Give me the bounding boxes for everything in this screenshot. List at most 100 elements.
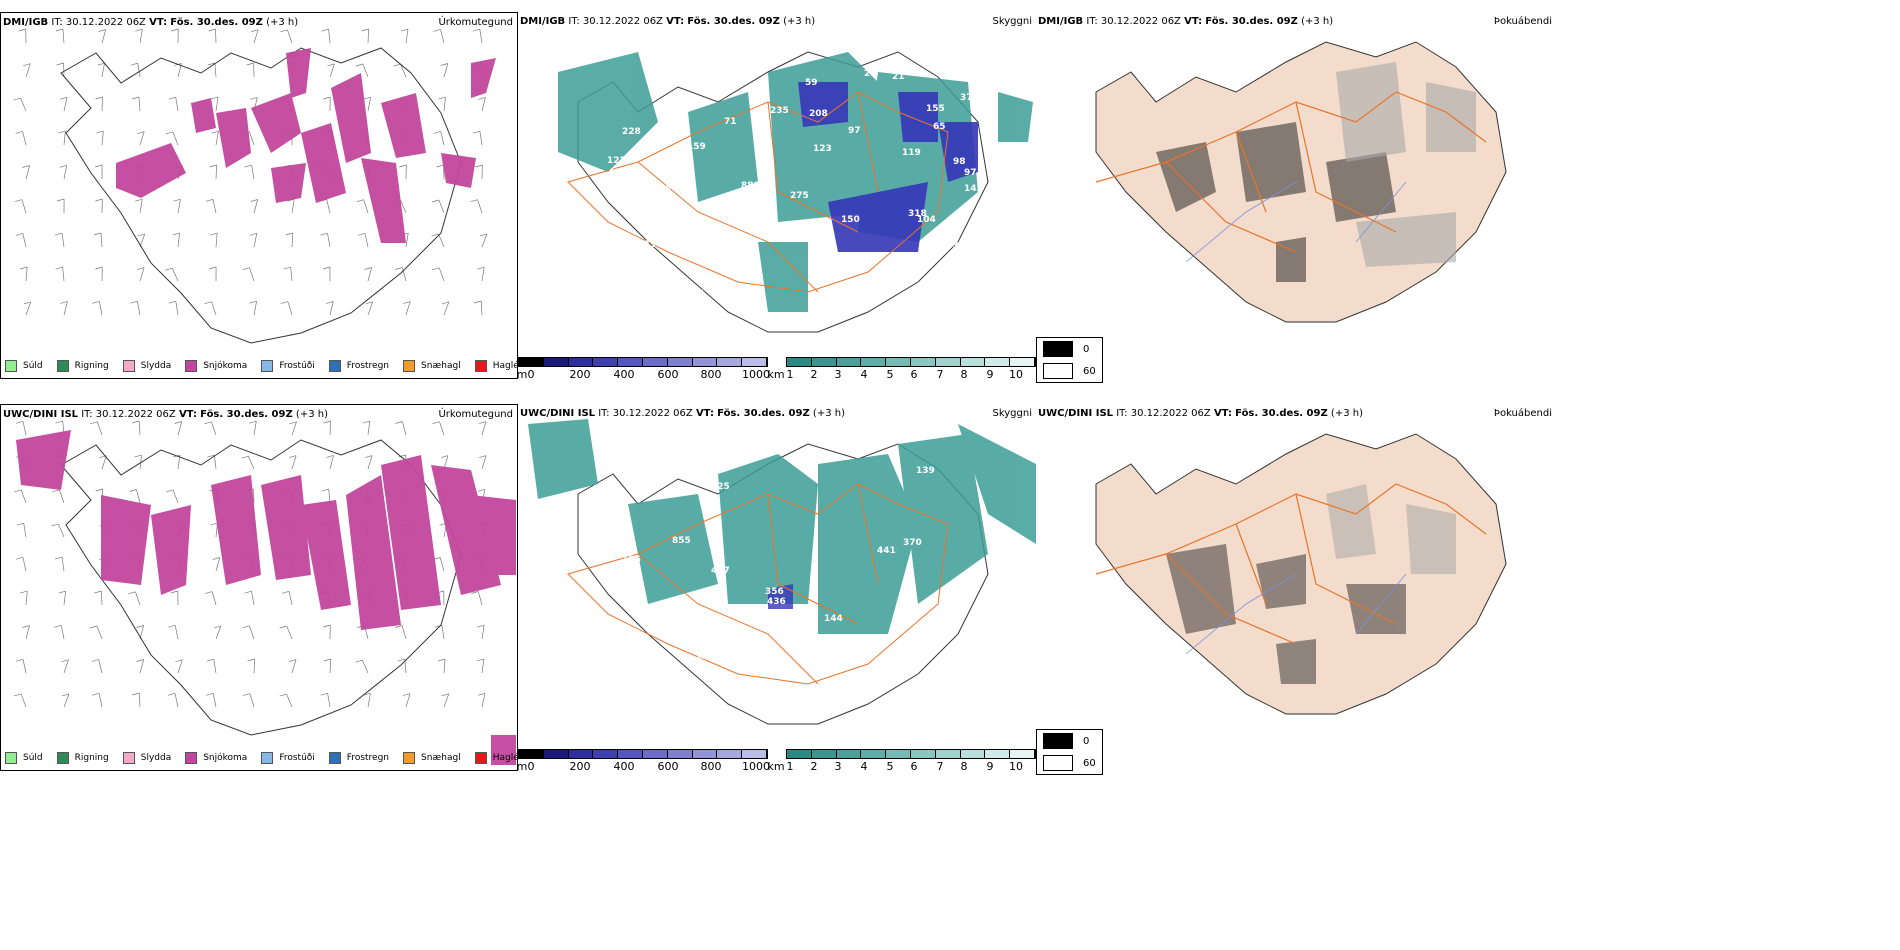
height-label: 97 bbox=[659, 185, 672, 195]
wind-barb-flag bbox=[89, 625, 97, 629]
legend-item: Súld bbox=[5, 360, 43, 372]
fog-key-top: 0 60 bbox=[1036, 337, 1103, 383]
wind-barb-flag bbox=[168, 96, 176, 100]
wind-barb bbox=[177, 199, 181, 214]
wind-barb bbox=[96, 421, 103, 436]
wind-barb bbox=[291, 455, 297, 470]
wind-barb-flag bbox=[129, 489, 137, 492]
wind-barb bbox=[249, 693, 255, 708]
cbar-tick: 800 bbox=[700, 368, 722, 381]
panel-type-label: Skyggni bbox=[992, 16, 1032, 27]
legend-item: Rigning bbox=[56, 752, 109, 764]
wind-barb-flag bbox=[51, 523, 59, 527]
wind-barb bbox=[139, 659, 145, 674]
wind-barb bbox=[440, 29, 445, 44]
wind-barb-flag bbox=[54, 232, 63, 236]
wind-barb-flag bbox=[209, 266, 217, 270]
legend-swatch bbox=[328, 752, 341, 764]
wind-barb-flag bbox=[95, 96, 103, 100]
height-label: 144 bbox=[824, 614, 843, 624]
legend-item: Slydda bbox=[122, 752, 171, 764]
wind-barb-flag bbox=[475, 164, 483, 168]
wind-barb-flag bbox=[357, 232, 366, 236]
cbar-tick: 1000 bbox=[742, 760, 770, 773]
wind-barb-flag bbox=[55, 420, 63, 424]
wind-barb bbox=[249, 267, 255, 282]
wind-barb bbox=[291, 232, 294, 248]
wind-barb bbox=[367, 421, 371, 436]
wind-barb bbox=[251, 591, 255, 606]
wind-barb bbox=[253, 233, 258, 248]
wind-barb-flag bbox=[13, 693, 22, 697]
cbar-tick: 4 bbox=[860, 760, 868, 773]
wind-barb-flag bbox=[431, 199, 439, 203]
wind-barb bbox=[443, 301, 450, 316]
wind-barb-flag bbox=[355, 659, 363, 663]
wind-barb bbox=[139, 29, 143, 44]
wind-barb bbox=[402, 421, 407, 436]
wind-barb-flag bbox=[395, 625, 403, 628]
wind-barb-flag bbox=[171, 28, 179, 32]
wind-barb bbox=[22, 131, 27, 146]
wind-barb-flag bbox=[326, 301, 334, 304]
height-label: 118 bbox=[840, 293, 859, 303]
height-label: 275 bbox=[821, 291, 840, 301]
wind-barb-flag bbox=[14, 199, 22, 202]
wind-barb bbox=[63, 165, 68, 180]
wind-barb bbox=[101, 63, 105, 78]
wind-barb bbox=[361, 660, 369, 674]
wind-barb bbox=[400, 63, 407, 78]
wind-barb bbox=[22, 421, 27, 436]
wind-barb-flag bbox=[438, 658, 446, 662]
wind-barb-flag bbox=[98, 29, 106, 32]
cbar-tick: 9 bbox=[986, 368, 994, 381]
wind-barb-flag bbox=[472, 130, 480, 134]
wind-barb bbox=[139, 131, 145, 146]
wind-barb bbox=[139, 267, 145, 282]
wind-barb-flag bbox=[327, 63, 335, 67]
height-label: 772 bbox=[833, 659, 852, 669]
legend-item: Frostúði bbox=[261, 360, 315, 372]
height-label: 123 bbox=[813, 144, 832, 154]
precip-legend: Súld Rigning Slydda Snjókoma Frostúði Fr… bbox=[5, 360, 517, 372]
legend-swatch bbox=[5, 752, 17, 764]
legend-item: Súld bbox=[5, 752, 43, 764]
fog-key-white bbox=[1043, 363, 1073, 379]
height-label: 379 bbox=[960, 93, 979, 103]
height-label: 477 bbox=[711, 566, 730, 576]
iceland-outline bbox=[577, 51, 989, 333]
wind-barb-flag bbox=[441, 693, 449, 697]
wind-barb-flag bbox=[403, 693, 411, 696]
wind-barb bbox=[443, 63, 449, 78]
wind-barb bbox=[63, 97, 68, 112]
height-label: 325 bbox=[711, 482, 730, 492]
wind-barb-flag bbox=[440, 63, 448, 66]
height-label: 86 bbox=[623, 292, 636, 302]
height-label: 123 bbox=[607, 156, 626, 166]
wind-barb-flag bbox=[436, 164, 444, 168]
wind-barb bbox=[367, 693, 371, 708]
wind-barb bbox=[327, 693, 331, 708]
wind-barb bbox=[443, 693, 450, 708]
wind-barb bbox=[171, 268, 179, 282]
wind-barb-flag bbox=[22, 165, 30, 168]
cbar-tick: 800 bbox=[700, 760, 722, 773]
fog-key-black bbox=[1043, 341, 1073, 357]
wind-barb-flag bbox=[477, 692, 486, 696]
wind-barb bbox=[25, 301, 32, 316]
wind-barb bbox=[139, 455, 142, 470]
wind-barb bbox=[328, 29, 331, 44]
wind-barb bbox=[249, 625, 255, 640]
wind-barb-flag bbox=[242, 625, 250, 629]
wind-barb bbox=[139, 199, 143, 214]
cbar-tick: 400 bbox=[613, 368, 635, 381]
wind-barb bbox=[248, 456, 255, 470]
wind-barb-flag bbox=[474, 300, 482, 304]
cbar-segment bbox=[836, 358, 862, 366]
wind-barb-flag bbox=[13, 97, 21, 101]
wind-barb bbox=[63, 591, 67, 606]
wind-barb-flag bbox=[96, 130, 104, 134]
legend-swatch bbox=[56, 752, 69, 764]
legend-swatch bbox=[122, 752, 135, 764]
wind-barb bbox=[367, 301, 374, 316]
